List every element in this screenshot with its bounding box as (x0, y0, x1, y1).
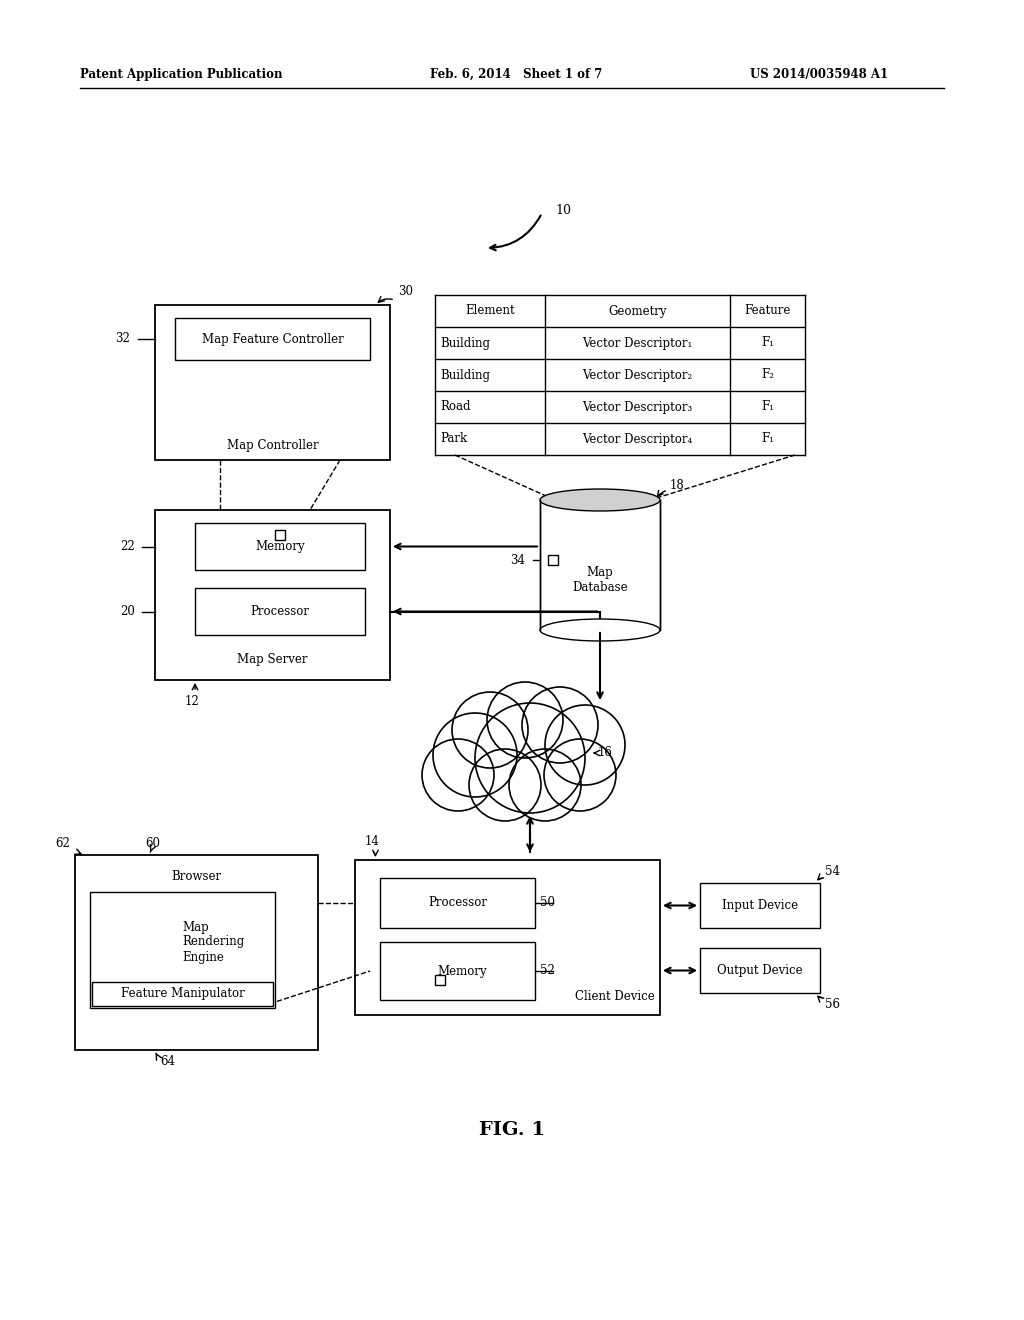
Bar (548, 554, 558, 565)
Circle shape (469, 748, 541, 821)
Bar (90, 892, 275, 1008)
Text: Building: Building (440, 337, 490, 350)
Bar (540, 500, 660, 630)
Text: Feature: Feature (744, 305, 791, 318)
Bar (92, 982, 273, 1006)
Bar (380, 878, 535, 928)
Ellipse shape (540, 488, 660, 511)
Text: FIG. 1: FIG. 1 (479, 1121, 545, 1139)
Text: 30: 30 (398, 285, 413, 298)
Bar (195, 587, 365, 635)
Text: 10: 10 (555, 203, 571, 216)
Text: 16: 16 (598, 747, 613, 759)
Text: F₂: F₂ (761, 368, 774, 381)
Text: 52: 52 (540, 965, 555, 978)
Text: Vector Descriptor₁: Vector Descriptor₁ (583, 337, 692, 350)
Circle shape (487, 682, 563, 758)
Bar (700, 883, 820, 928)
Text: 12: 12 (185, 696, 200, 708)
Circle shape (544, 739, 616, 810)
Text: Vector Descriptor₂: Vector Descriptor₂ (583, 368, 692, 381)
Text: Vector Descriptor₃: Vector Descriptor₃ (583, 400, 692, 413)
Circle shape (522, 686, 598, 763)
Text: 18: 18 (670, 479, 685, 492)
Text: Vector Descriptor₄: Vector Descriptor₄ (583, 433, 692, 446)
Circle shape (509, 748, 581, 821)
Text: Map Controller: Map Controller (226, 438, 318, 451)
Text: US 2014/0035948 A1: US 2014/0035948 A1 (750, 69, 888, 81)
Text: Park: Park (440, 433, 467, 446)
Bar (355, 861, 660, 1015)
Text: 54: 54 (825, 865, 840, 878)
Bar (75, 855, 318, 1049)
Text: Memory: Memory (255, 540, 305, 553)
Bar (700, 948, 820, 993)
Text: 32: 32 (115, 333, 130, 346)
Text: 20: 20 (120, 605, 135, 618)
Text: Geometry: Geometry (608, 305, 667, 318)
Text: 14: 14 (365, 836, 380, 847)
Text: Feature Manipulator: Feature Manipulator (121, 987, 245, 1001)
Text: Memory: Memory (437, 965, 487, 978)
Text: Map
Rendering
Engine: Map Rendering Engine (182, 920, 245, 964)
Text: Processor: Processor (428, 896, 487, 909)
Ellipse shape (540, 619, 660, 642)
Circle shape (433, 713, 517, 797)
Text: Feb. 6, 2014   Sheet 1 of 7: Feb. 6, 2014 Sheet 1 of 7 (430, 69, 602, 81)
Text: Map Server: Map Server (238, 653, 308, 667)
Text: 56: 56 (825, 998, 840, 1011)
Text: Element: Element (465, 305, 515, 318)
Bar (380, 942, 535, 1001)
Text: 62: 62 (55, 837, 70, 850)
Text: F₁: F₁ (761, 400, 774, 413)
Text: Client Device: Client Device (575, 990, 655, 1003)
Text: Output Device: Output Device (717, 964, 803, 977)
Text: 50: 50 (540, 896, 555, 909)
Text: 60: 60 (145, 837, 160, 850)
Bar (155, 510, 390, 680)
Text: Map
Database: Map Database (572, 566, 628, 594)
Text: 22: 22 (120, 540, 135, 553)
Text: Building: Building (440, 368, 490, 381)
Text: F₁: F₁ (761, 337, 774, 350)
Circle shape (545, 705, 625, 785)
Bar (275, 529, 285, 540)
Circle shape (452, 692, 528, 768)
Text: Processor: Processor (251, 605, 309, 618)
Text: 34: 34 (510, 553, 525, 566)
Text: Browser: Browser (171, 870, 221, 883)
Text: 64: 64 (160, 1055, 175, 1068)
Text: Input Device: Input Device (722, 899, 798, 912)
Bar (195, 523, 365, 570)
Text: F₁: F₁ (761, 433, 774, 446)
Bar (435, 975, 445, 985)
Text: Patent Application Publication: Patent Application Publication (80, 69, 283, 81)
Bar (175, 318, 370, 360)
Bar (155, 305, 390, 459)
Circle shape (475, 704, 585, 813)
Circle shape (422, 739, 494, 810)
Text: Map Feature Controller: Map Feature Controller (202, 333, 343, 346)
Text: Road: Road (440, 400, 470, 413)
